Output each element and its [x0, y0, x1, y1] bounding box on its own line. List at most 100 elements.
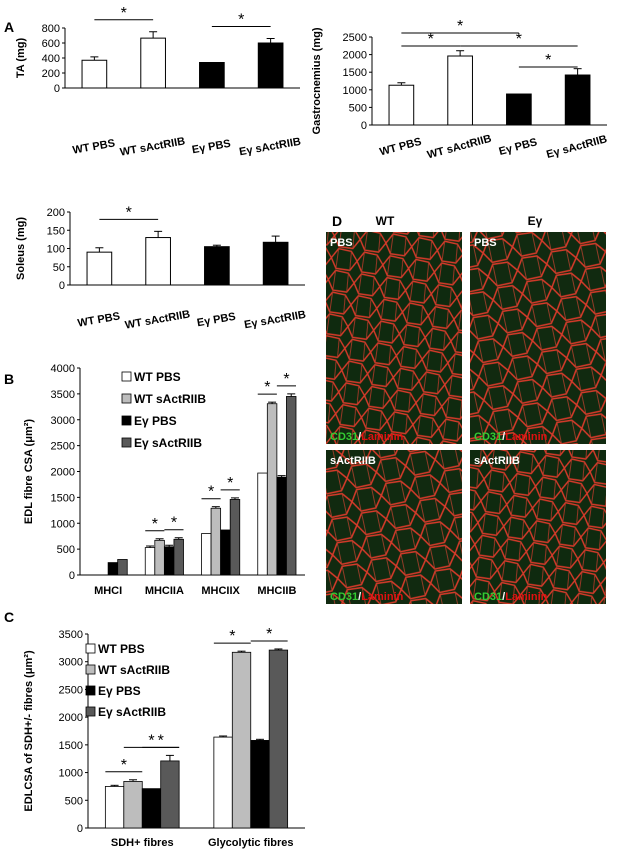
y-tick-label: 500 [349, 102, 367, 114]
stain-laminin: Laminin [505, 431, 547, 443]
category-label: WT PBS [77, 310, 121, 329]
legend-swatch [85, 664, 96, 675]
chart-sdh-fibre-csa: 0 500 1000 1500 2000 2500 3000 3500 EDLCSA of SD… [23, 626, 305, 849]
category-label: WT PBS [378, 136, 422, 159]
category-label: MHCIIA [145, 585, 184, 597]
micrograph-label-sact-wt: sActRIIB [330, 455, 376, 467]
panel-label-c: C [4, 609, 14, 625]
micrograph-col-wt: WT [376, 214, 395, 228]
significance-star: * [121, 757, 127, 774]
bar [506, 93, 532, 126]
bar [229, 499, 241, 576]
bar [266, 403, 278, 576]
significance-star: * [208, 484, 214, 501]
y-tick-label: 2000 [343, 50, 367, 62]
legend-swatch [121, 415, 132, 426]
significance-star: * [152, 516, 158, 533]
micrograph-wt-sactriib [326, 450, 462, 604]
y-tick-label: 1000 [51, 518, 75, 530]
significance-star: * [545, 52, 551, 69]
y-tick-label: 1000 [59, 768, 83, 780]
bar [154, 539, 165, 576]
stain-cd31: CD31 [474, 431, 502, 443]
y-tick-label: 2500 [51, 441, 75, 453]
category-label: Glycolytic fibres [208, 837, 294, 849]
significance-star: * [428, 31, 434, 48]
y-axis-title: TA (mg) [15, 38, 27, 79]
y-tick-label: 2500 [59, 684, 83, 696]
legend-swatch [85, 706, 96, 717]
bar [141, 788, 162, 829]
chart-gastrocnemius: 0 500 1000 1500 2000 2500 Gastrocnemius (mg) WT… [311, 18, 609, 161]
chart-edl-fibre-csa: 0 500 1000 1500 2000 2500 3000 3500 4000 EDL fibr… [23, 363, 305, 597]
y-tick-label: 1500 [51, 492, 75, 504]
significance-star: * [283, 371, 289, 388]
bar [447, 55, 473, 126]
y-tick-label: 0 [54, 83, 60, 95]
y-axis-title: EDLCSA of SDH+/- fibres (μm²) [23, 650, 35, 812]
bar [220, 529, 231, 576]
y-tick-label: 200 [42, 68, 60, 80]
micrograph-label-pbs-ey: PBS [474, 237, 497, 249]
category-label: Eγ sActRIIB [238, 136, 302, 159]
y-tick-label: 400 [42, 53, 60, 65]
y-tick-label: 0 [77, 823, 83, 835]
bar [107, 562, 119, 576]
bar [160, 760, 180, 829]
bar [564, 74, 591, 126]
bar [286, 396, 297, 576]
micrograph-col-ey: Eγ [528, 214, 543, 228]
y-tick-label: 500 [57, 544, 75, 556]
micrograph-wt-pbs [326, 232, 462, 444]
y-tick-label: 3000 [59, 657, 83, 669]
y-tick-label: 2000 [51, 467, 75, 479]
legend-swatch [121, 437, 132, 448]
panel-label-d: D [332, 213, 342, 229]
legend-label: Eγ sActRIIB [134, 436, 202, 450]
y-tick-label: 500 [65, 795, 83, 807]
y-tick-label: 0 [361, 120, 367, 132]
stain-label-ey-sact: CD31/Laminin [474, 591, 548, 603]
bar [81, 59, 108, 89]
bar [144, 547, 156, 576]
significance-star: * [229, 628, 235, 645]
y-axis-title: Soleus (mg) [15, 217, 27, 280]
y-tick-label: 3500 [59, 629, 83, 641]
bar [213, 736, 233, 829]
bar [104, 786, 125, 829]
category-label: Eγ sActRIIB [243, 309, 307, 332]
bar [262, 241, 289, 286]
chart-soleus: 0 50 100 150 200 Soleus (mg) WT PBS WT sActRIIB… [15, 204, 307, 331]
bar [86, 251, 113, 286]
y-tick-label: 100 [47, 244, 65, 256]
stain-cd31: CD31 [474, 591, 502, 603]
category-label: Eγ PBS [498, 136, 539, 158]
bar [388, 84, 415, 126]
bar [276, 476, 287, 576]
stain-laminin: Laminin [361, 591, 403, 603]
stain-cd31: CD31 [330, 431, 358, 443]
y-tick-label: 0 [59, 280, 65, 292]
significance-star: * [264, 379, 270, 396]
y-tick-label: 200 [47, 207, 65, 219]
bar [204, 246, 230, 286]
y-tick-label: 2000 [59, 712, 83, 724]
y-tick-label: 1500 [59, 740, 83, 752]
category-label: MHCIIX [201, 585, 240, 597]
y-tick-label: 1500 [343, 67, 367, 79]
y-tick-label: 0 [69, 570, 75, 582]
chart-ta: 0 200 400 600 800 TA (mg) WT PBS WT sActRIIB Eγ … [15, 5, 302, 159]
y-tick-label: 4000 [51, 363, 75, 375]
significance-star: * [266, 626, 272, 643]
significance-star: * [457, 18, 463, 35]
category-label: Eγ PBS [196, 311, 237, 330]
legend-label: WT sActRIIB [134, 392, 206, 406]
category-label: WT sActRIIB [119, 135, 186, 158]
legend-label: WT PBS [98, 642, 145, 656]
significance-star: * [238, 12, 244, 29]
bar [250, 740, 270, 829]
y-tick-label: 2500 [343, 32, 367, 44]
stain-label-ey-pbs: CD31/Laminin [474, 431, 548, 443]
legend-swatch [121, 371, 132, 382]
